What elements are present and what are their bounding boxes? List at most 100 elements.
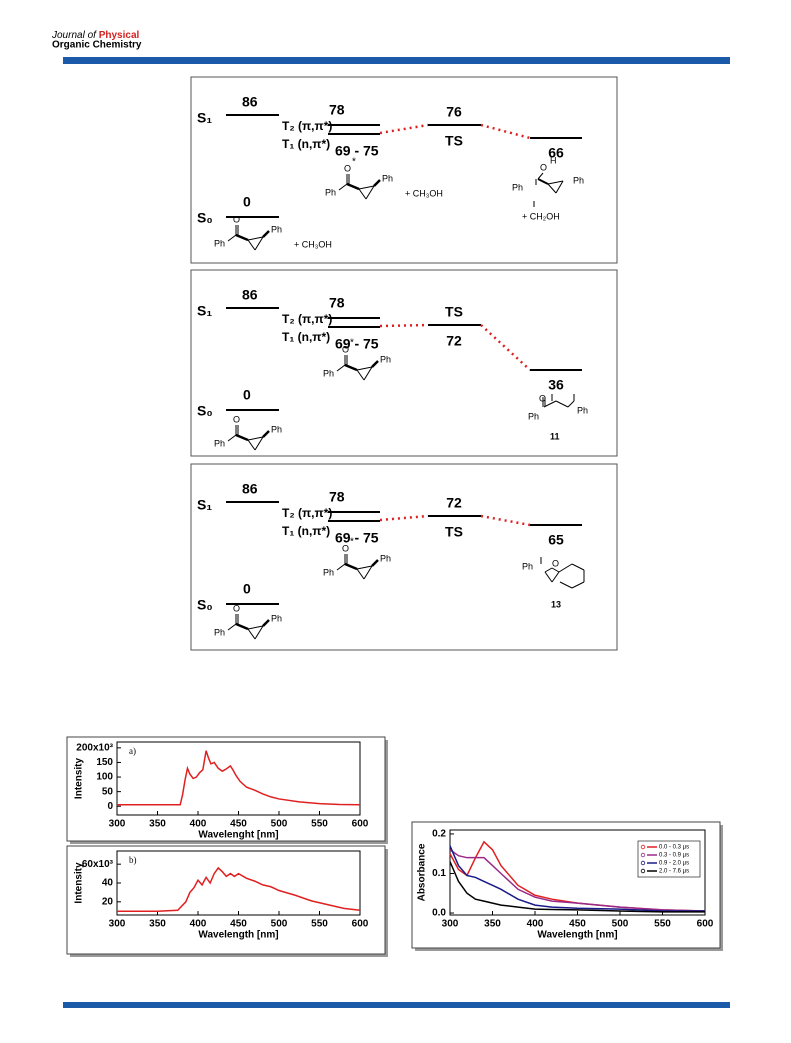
bond-line	[358, 188, 367, 200]
product-label: H	[550, 155, 557, 165]
x-tick-label: 350	[149, 819, 166, 830]
x-tick-label: 300	[109, 819, 126, 830]
bond-line	[480, 514, 531, 527]
data-line	[117, 866, 361, 912]
x-tick-label: 500	[612, 919, 629, 930]
bond-line	[336, 563, 346, 571]
energy-label: 78	[329, 102, 345, 118]
data-line	[449, 845, 705, 912]
bond-line	[567, 400, 575, 408]
y-tick-label: 60x10³	[82, 859, 114, 870]
state-label: S₁	[197, 110, 212, 126]
bond-line	[356, 366, 373, 371]
atom-label: Ph	[382, 173, 393, 183]
bond-line	[358, 185, 375, 190]
atom-label: Ph	[271, 613, 282, 623]
excited-star: *	[352, 157, 356, 168]
bond-line	[247, 239, 256, 251]
bond-line	[555, 180, 564, 194]
state-label: S₀	[197, 403, 213, 419]
journal-word: Journal of	[51, 30, 97, 41]
x-tick-label: 300	[109, 919, 126, 930]
bond-line	[379, 123, 429, 135]
diagram-box	[190, 463, 618, 651]
panel-label: a)	[129, 746, 136, 756]
atom-label: Ph	[380, 553, 391, 563]
excited-star: *	[350, 537, 354, 548]
bond-line	[537, 172, 544, 180]
y-tick-label: 150	[96, 757, 113, 768]
x-tick-label: 350	[149, 919, 166, 930]
state-label: T₁ (n,π*)	[282, 330, 330, 344]
state-label: T₂ (π,π*)	[282, 312, 332, 326]
energy-label: 69 - 75	[335, 336, 379, 352]
state-label: S₁	[197, 303, 212, 319]
bond-line	[344, 562, 358, 571]
bond-line	[356, 568, 365, 580]
y-tick-label: 0.2	[432, 829, 446, 840]
energy-label: 86	[242, 94, 258, 110]
energy-label: 0	[243, 387, 251, 403]
bond-line	[551, 571, 560, 583]
bond-line	[571, 563, 585, 571]
product-label: Ph	[573, 175, 584, 185]
bond-line	[356, 369, 365, 381]
product-label: Ph	[522, 561, 533, 571]
x-tick-label: 450	[569, 919, 586, 930]
bond-line	[363, 366, 373, 381]
bond-line	[262, 619, 270, 627]
bond-line	[480, 123, 531, 140]
y-tick-label: 50	[102, 786, 114, 797]
y-tick-label: 40	[102, 878, 114, 889]
state-label: S₀	[197, 210, 213, 226]
bond-line	[547, 180, 564, 185]
product-label: O	[552, 558, 559, 568]
bond-line	[547, 183, 557, 194]
y-axis-label: Absorbance	[417, 843, 428, 901]
atom-label: Ph	[323, 567, 334, 577]
x-tick-label: 400	[190, 819, 207, 830]
energy-label: 69 - 75	[335, 143, 379, 159]
figure-box	[66, 736, 386, 842]
x-tick-label: 550	[311, 819, 328, 830]
bond-line	[344, 363, 358, 372]
atom-label: O	[344, 163, 351, 173]
atom-label: Ph	[323, 368, 334, 378]
x-tick-label: 400	[527, 919, 544, 930]
legend-marker	[640, 860, 646, 866]
product-label: Ph	[577, 405, 588, 415]
atom-label: Ph	[380, 354, 391, 364]
y-tick-label: 100	[96, 772, 113, 783]
product-label: 11	[550, 431, 560, 441]
bond-line	[227, 434, 237, 442]
y-tick-label: 200x10³	[76, 742, 113, 753]
product-label: 13	[551, 599, 561, 609]
state-label: T₁ (n,π*)	[282, 137, 330, 151]
bond-line	[480, 324, 531, 371]
bond-line	[537, 178, 549, 185]
ts-label: TS	[445, 304, 463, 320]
bond-line	[254, 625, 264, 640]
bond-line	[262, 230, 270, 238]
ts-label: TS	[445, 524, 463, 540]
legend-label: 0.0 - 0.3 µs	[659, 845, 689, 851]
x-tick-label: 350	[484, 919, 501, 930]
atom-label: Ph	[214, 627, 225, 637]
bond-line	[379, 323, 429, 328]
diagram-box	[190, 269, 618, 457]
ts-label: 72	[446, 495, 462, 511]
atom-label: O	[233, 214, 240, 224]
energy-label: 36	[548, 377, 564, 393]
atom-label: Ph	[271, 424, 282, 434]
data-line	[117, 750, 361, 806]
y-tick-label: 0.1	[432, 868, 446, 879]
state-label: S₁	[197, 497, 212, 513]
energy-label: 86	[242, 481, 258, 497]
bond-line	[247, 439, 256, 451]
x-tick-label: 300	[442, 919, 459, 930]
atom-label: O	[233, 414, 240, 424]
legend-label: 2.0 - 7.6 µs	[659, 869, 689, 875]
data-line	[449, 861, 705, 913]
